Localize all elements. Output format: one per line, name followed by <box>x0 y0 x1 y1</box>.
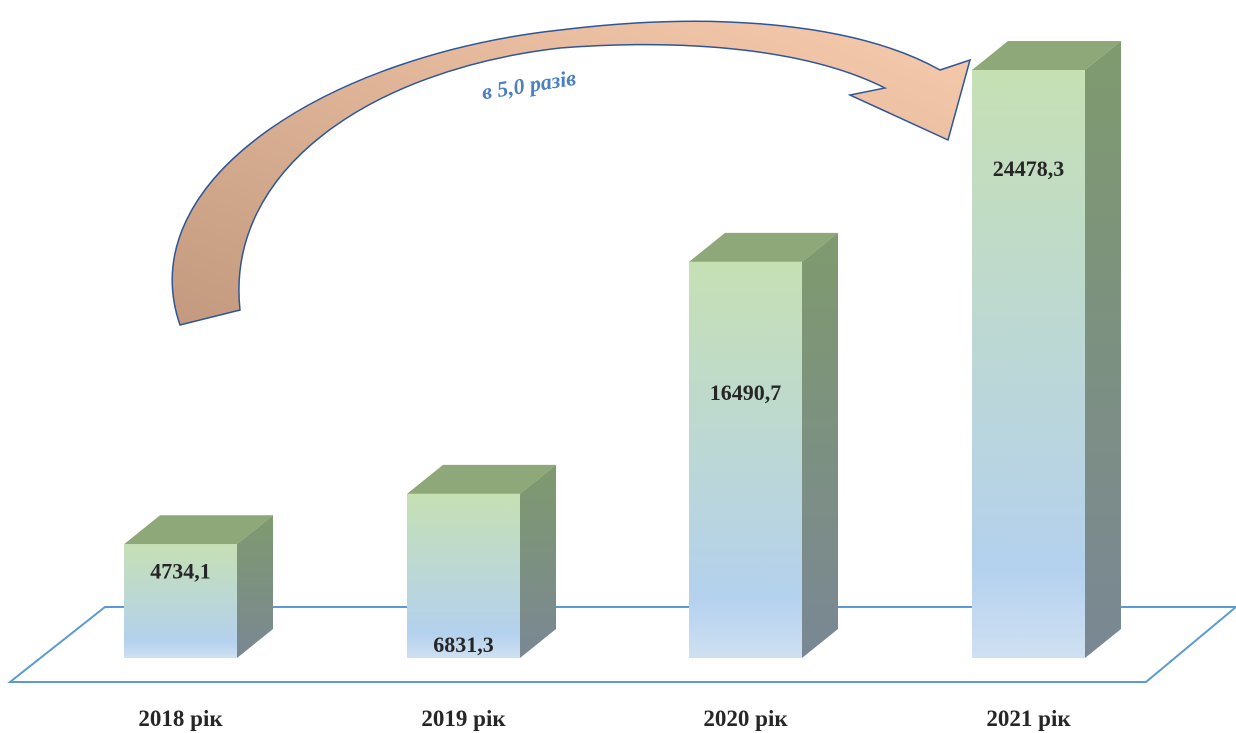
bar-top-face <box>689 232 838 262</box>
category-label: 2020 рік <box>703 706 788 731</box>
bar-4 <box>972 41 1121 658</box>
growth-annotation: в 5,0 разів <box>480 65 578 105</box>
bar-front-face <box>407 493 520 658</box>
bar-front-face <box>972 70 1085 658</box>
floor-plane <box>7 606 1236 683</box>
bar-3 <box>689 232 838 658</box>
category-label: 2019 рік <box>421 706 506 731</box>
bar-side-face <box>237 515 273 658</box>
growth-arrow <box>171 20 972 326</box>
bar-side-face <box>1085 41 1121 658</box>
bar-top-face <box>407 464 556 494</box>
bar-top-face <box>972 41 1121 70</box>
value-label: 24478,3 <box>993 156 1065 181</box>
bar-top-face <box>124 515 273 545</box>
bar-side-face <box>520 464 556 658</box>
bar-front-face <box>124 544 237 658</box>
bar-1 <box>124 515 273 658</box>
category-label: 2021 рік <box>986 706 1071 731</box>
bar-2 <box>407 464 556 658</box>
bars-group <box>124 41 1121 658</box>
value-label: 4734,1 <box>150 558 211 583</box>
labels-group: 4734,1 2018 рік 6831,3 2019 рік 16490,7 2020 … <box>138 156 1071 731</box>
value-label: 16490,7 <box>710 380 782 405</box>
category-label: 2018 рік <box>138 706 223 731</box>
bar-front-face <box>689 261 802 658</box>
value-label: 6831,3 <box>433 632 494 657</box>
bar-side-face <box>802 232 838 658</box>
